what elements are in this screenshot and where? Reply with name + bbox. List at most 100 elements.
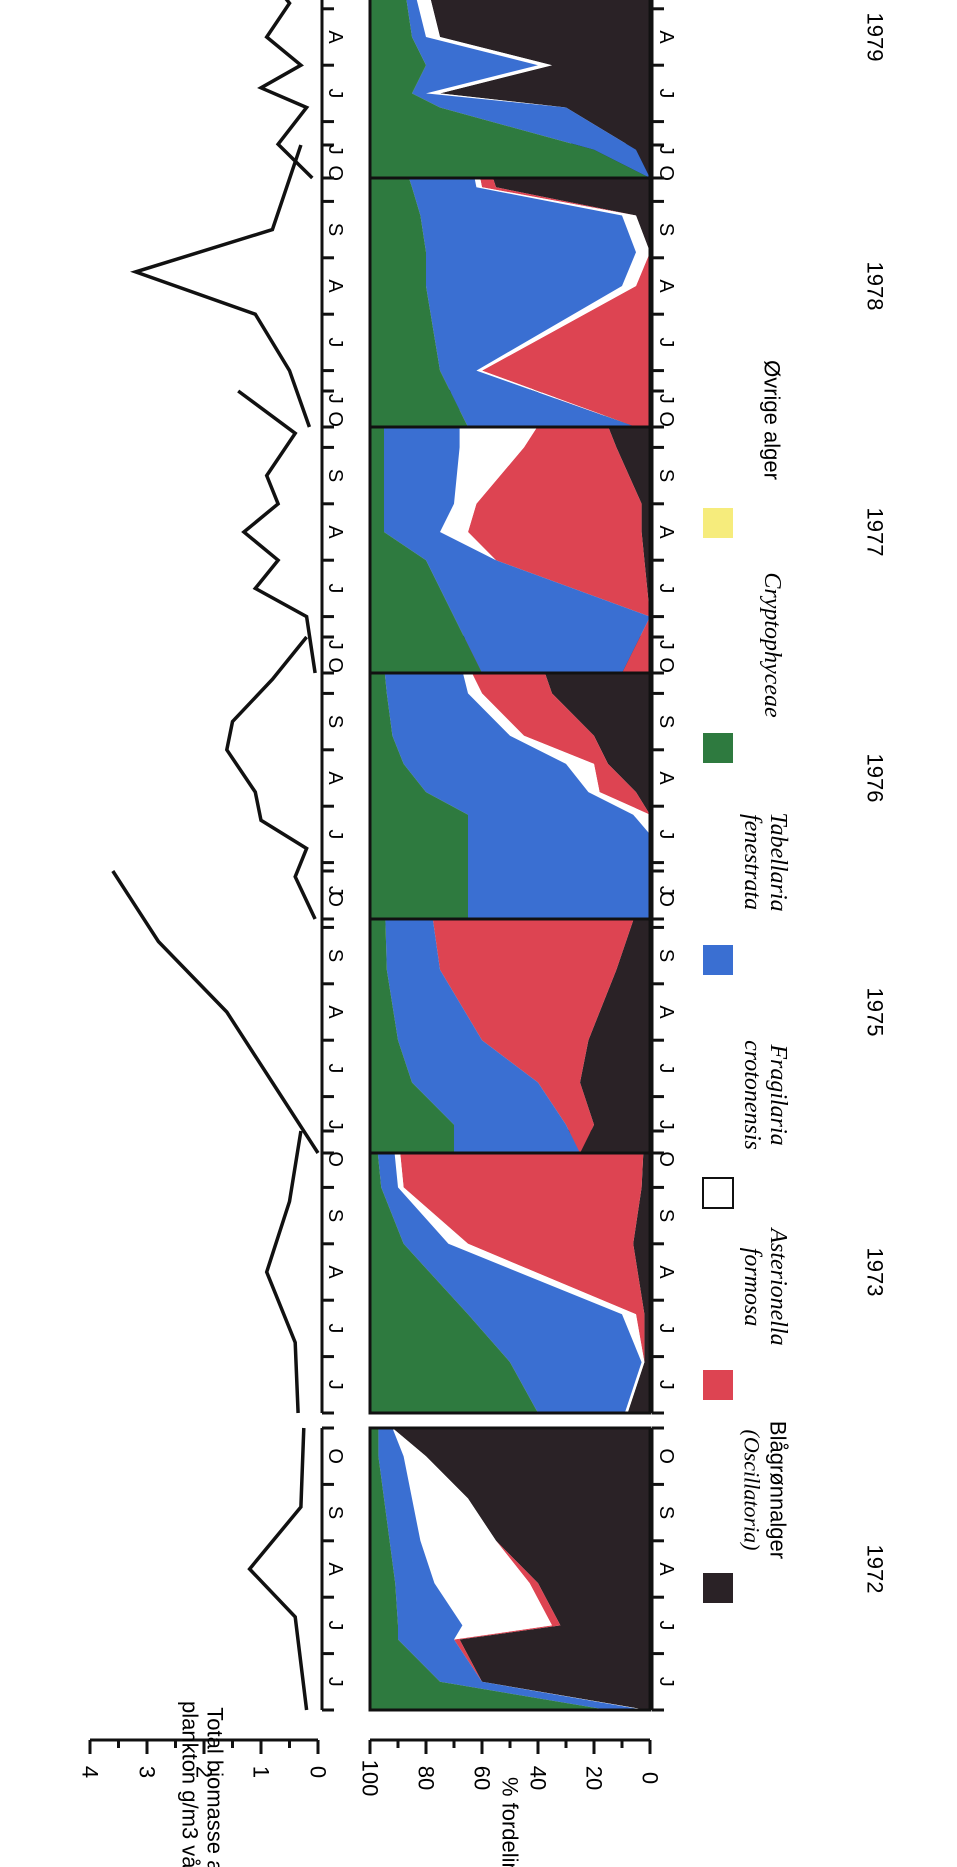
year-label-1979: 1979: [863, 13, 888, 62]
month-label-bottom: A: [655, 525, 677, 539]
biomass-line-1978: [130, 144, 312, 428]
biomass-line-1972: [247, 1427, 309, 1711]
year-label-1975: 1975: [863, 988, 888, 1037]
area-fragilaria-1972: [392, 1428, 648, 1710]
legend-item-oscillatoria: Blågrønnalger(Oscillatoria): [703, 1421, 791, 1603]
percent-tick-label: 40: [526, 1766, 551, 1790]
area-cryptophyceae-1978: [370, 145, 468, 427]
legend-swatch-oscillatoria: [703, 1573, 733, 1603]
legend-label-asterionella-line1: Asterionella: [765, 1226, 791, 1345]
legend-label-tabellaria-line1: Tabellaria: [765, 812, 791, 911]
month-label-top: S: [324, 469, 346, 482]
month-label-top: J: [324, 829, 346, 839]
year-label-1976: 1976: [863, 754, 888, 803]
area-fragilaria-1977: [440, 391, 650, 673]
area-cryptophyceae-1972: [370, 1428, 608, 1710]
biomass-line-1977: [237, 389, 317, 674]
month-label-bottom: A: [655, 1562, 677, 1576]
percent-tick-label: 60: [470, 1766, 495, 1790]
month-label-bottom: J: [655, 1120, 677, 1130]
month-label-bottom: J: [655, 886, 677, 896]
month-label-bottom: A: [655, 1265, 677, 1279]
percent-tick-label: 100: [358, 1760, 383, 1797]
month-label-top: J: [324, 1323, 346, 1333]
area-tabellaria-1977: [384, 391, 650, 673]
panel-1972: 1972 J J A S O J J A S O: [247, 1426, 888, 1712]
month-label-top: J: [324, 886, 346, 896]
biomass-axis-title-line2: plankton g/m3 våtvekt: [178, 1701, 203, 1867]
area-asterionella-1973: [398, 1131, 645, 1413]
month-label-top: J: [324, 1677, 346, 1687]
month-label-top: J: [324, 145, 346, 155]
month-label-bottom: J: [655, 1380, 677, 1390]
legend-group: Blågrønnalger(Oscillatoria)Asterionellaf…: [702, 360, 791, 1603]
legend-label-oscillatoria-line2: (Oscillatoria): [740, 1430, 765, 1551]
month-label-top: O: [324, 1448, 346, 1464]
month-label-top: J: [324, 337, 346, 347]
legend-item-ovrige: Øvrige alger: [703, 360, 785, 538]
month-label-bottom: J: [655, 337, 677, 347]
biomass-line-1973: [264, 1130, 303, 1414]
month-label-bottom: S: [655, 469, 677, 482]
month-label-bottom: A: [655, 30, 677, 44]
month-label-top: A: [324, 30, 346, 44]
panels-group: 1972JJASOJJASO1973JJASOJJASO1975JJASOJJA…: [111, 0, 888, 1712]
month-label-top: A: [324, 279, 346, 293]
month-label-top: S: [324, 223, 346, 236]
area-oscillatoria-1972: [392, 1428, 650, 1710]
legend-swatch-fragilaria: [702, 1177, 734, 1209]
month-label-bottom: S: [655, 715, 677, 728]
month-label-top: A: [324, 771, 346, 785]
area-cryptophyceae-1979: [370, 0, 650, 178]
area-tabellaria-1979: [406, 0, 650, 178]
legend-label-fragilaria-line2: crotonensis: [739, 1040, 765, 1150]
month-label-bottom: S: [655, 1209, 677, 1222]
month-label-top: O: [324, 411, 346, 427]
area-asterionella-1978: [473, 145, 650, 427]
month-label-bottom: J: [655, 583, 677, 593]
legend-label-ovrige: Øvrige alger: [760, 360, 785, 480]
area-tabellaria-1975: [384, 871, 580, 1153]
year-label-1972: 1972: [863, 1545, 888, 1594]
axes-group: 0 1 2 3 4 Total biomasse av plante-plankton g…: [78, 1701, 663, 1867]
month-label-bottom: J: [655, 640, 677, 650]
month-label-bottom: J: [655, 1620, 677, 1630]
biomass-axis-title-line1: Total biomasse av plante-: [203, 1707, 228, 1867]
month-label-bottom: J: [655, 88, 677, 98]
legend-label-tabellaria-line2: fenestrata: [739, 814, 765, 910]
month-label-bottom: A: [655, 279, 677, 293]
area-tabellaria-1976: [381, 637, 650, 919]
area-asterionella-1975: [426, 871, 650, 1153]
composition-frame-1972: [368, 1426, 652, 1712]
legend-label-fragilaria-line1: Fragilaria: [765, 1043, 791, 1145]
biomass-tick-label: 3: [135, 1766, 160, 1778]
biomass-line-1979: [257, 0, 314, 180]
biomass-line-1976: [224, 635, 317, 920]
area-fragilaria-1973: [392, 1131, 645, 1413]
month-label-bottom: O: [655, 657, 677, 673]
legend-swatch-tabellaria: [703, 945, 733, 975]
month-label-top: O: [324, 891, 346, 907]
area-oscillatoria-1976: [532, 637, 650, 919]
area-tabellaria-1972: [378, 1428, 645, 1710]
area-cryptophyceae-1977: [370, 391, 482, 673]
month-label-bottom: J: [655, 1063, 677, 1073]
month-label-bottom: J: [655, 829, 677, 839]
area-asterionella-1972: [392, 1428, 648, 1710]
percent-tick-label: 80: [414, 1766, 439, 1790]
month-label-bottom: O: [655, 1448, 677, 1464]
month-label-top: S: [324, 949, 346, 962]
month-label-top: J: [324, 1620, 346, 1630]
month-label-bottom: O: [655, 891, 677, 907]
month-label-top: J: [324, 583, 346, 593]
month-label-top: S: [324, 1506, 346, 1519]
area-tabellaria-1973: [375, 1131, 642, 1413]
month-label-top: O: [324, 657, 346, 673]
biomass-line-1975: [111, 870, 320, 1154]
panel-1979: 1979JJASOJJASO: [257, 0, 888, 180]
month-label-bottom: J: [655, 145, 677, 155]
